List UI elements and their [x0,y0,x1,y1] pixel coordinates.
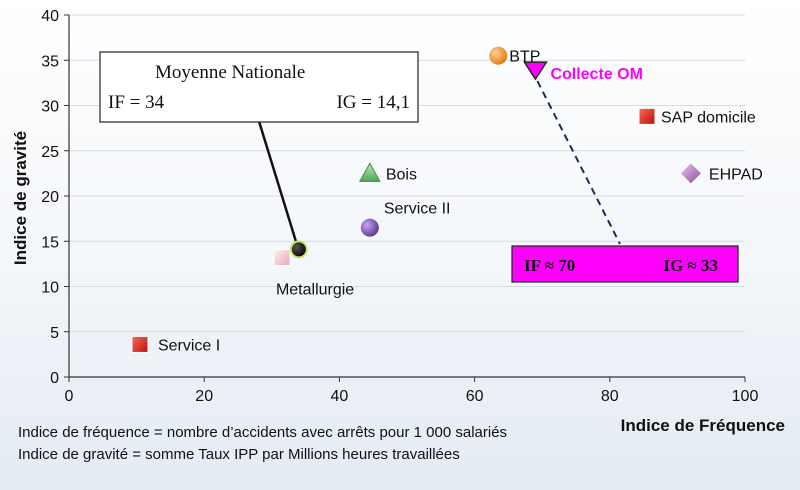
label-ehpad: EHPAD [709,166,763,183]
y-tick-label: 15 [41,234,59,251]
national-average-ig: IG = 14,1 [336,92,410,113]
label-bois: Bois [386,166,417,183]
y-tick-label: 10 [41,280,59,297]
label-service-i: Service I [158,337,220,354]
collecte-callout: IF ≈ 70 IG ≈ 33 [511,245,739,283]
y-tick-label: 40 [41,8,59,25]
connector-layer [256,80,621,245]
y-tick-label: 35 [41,53,59,70]
marker-layer [131,46,701,353]
footnote-frequency: Indice de fréquence = nombre d’accidents… [18,424,508,441]
y-tick-label: 5 [50,325,59,342]
point-collecte-om [523,61,548,81]
collecte-callout-if: IF ≈ 70 [524,256,575,275]
label-metallurgie: Metallurgie [276,282,354,299]
label-layer: BTP Collecte OM SAP domicile EHPAD Bois Servi… [158,49,763,355]
collecte-callout-ig: IG ≈ 33 [663,256,718,275]
y-tick-label: 30 [41,99,59,116]
point-metallurgie [273,249,291,267]
point-ehpad [680,163,701,184]
label-sap-domicile: SAP domicile [661,109,756,126]
x-tick-label: 40 [331,388,349,405]
collecte-connector [536,80,621,245]
label-service-ii: Service II [384,201,451,218]
y-tick-label: 25 [41,144,59,161]
y-tick-label: 0 [50,370,59,387]
point-national-average [289,240,308,259]
national-average-connector [256,117,299,245]
national-average-box [99,51,419,123]
point-service-ii [360,218,379,237]
collecte-callout-box [511,245,739,283]
axis-layer: 0 5 10 15 20 25 30 35 40 0 20 40 60 80 100 [41,8,758,405]
national-average-title: Moyenne Nationale [155,62,305,83]
national-average-callout: Moyenne Nationale IF = 34 IG = 14,1 [99,51,419,123]
point-sap-domicile [638,107,656,125]
national-average-if: IF = 34 [108,92,165,113]
x-tick-label: 60 [466,388,484,405]
y-axis-title: Indice de gravité [11,131,30,265]
label-btp: BTP [509,49,540,66]
label-collecte-om: Collecte OM [550,66,642,83]
point-bois [358,162,381,182]
y-tick-label: 20 [41,189,59,206]
x-tick-label: 0 [65,388,74,405]
x-tick-label: 80 [601,388,619,405]
x-tick-label: 100 [732,388,759,405]
point-service-i [131,335,149,353]
x-tick-label: 20 [195,388,213,405]
point-btp [489,46,508,65]
footnote-gravity: Indice de gravité = somme Taux IPP par M… [18,446,460,463]
x-axis-title: Indice de Fréquence [621,416,785,435]
